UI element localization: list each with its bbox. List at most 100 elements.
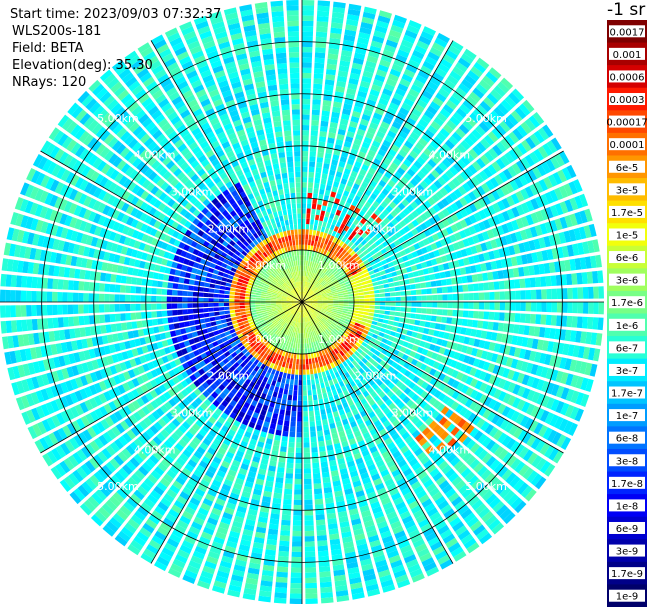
data-cell [302, 83, 311, 89]
data-cell [577, 302, 584, 314]
data-cell [311, 208, 316, 215]
data-cell [429, 322, 436, 329]
data-cell [419, 203, 428, 212]
data-cell [483, 292, 490, 300]
data-cell [472, 283, 479, 292]
data-cell [510, 110, 523, 123]
data-cell [328, 196, 335, 203]
data-cell [429, 101, 441, 111]
data-cell [335, 171, 343, 178]
data-cell [312, 94, 322, 100]
data-cell [323, 283, 328, 288]
data-cell [312, 363, 317, 369]
data-cell [303, 416, 309, 422]
data-cell [305, 364, 310, 370]
data-cell [323, 487, 333, 494]
data-cell [426, 308, 432, 315]
data-cell [364, 294, 370, 299]
data-cell [318, 136, 327, 143]
data-cell [291, 410, 297, 417]
data-cell [387, 221, 395, 229]
data-cell [342, 265, 348, 271]
data-cell [452, 302, 459, 309]
data-cell [302, 359, 306, 365]
data-cell [450, 40, 464, 52]
data-cell [397, 180, 406, 189]
data-cell [476, 104, 488, 116]
data-cell [332, 154, 340, 161]
data-cell [311, 379, 316, 385]
data-cell [281, 377, 286, 384]
data-cell [393, 58, 406, 68]
data-cell [310, 352, 314, 359]
data-cell [430, 154, 441, 165]
data-cell [388, 315, 395, 321]
data-cell [316, 204, 322, 211]
data-cell [524, 278, 531, 288]
data-cell [312, 472, 321, 479]
data-cell [318, 236, 323, 243]
data-cell [321, 173, 328, 180]
data-cell [313, 73, 324, 80]
data-cell [274, 592, 287, 599]
data-cell [287, 368, 292, 374]
data-cell [298, 380, 302, 386]
data-cell [313, 488, 323, 495]
data-cell [530, 313, 536, 324]
data-cell [416, 170, 426, 180]
data-cell [515, 302, 521, 311]
data-cell [587, 316, 594, 330]
data-cell [275, 477, 284, 484]
data-cell [293, 499, 302, 506]
data-cell [302, 208, 306, 214]
data-cell [296, 332, 299, 339]
data-cell [273, 492, 282, 499]
data-cell [320, 120, 329, 127]
data-cell [456, 143, 467, 154]
data-cell [296, 437, 302, 443]
data-cell [321, 115, 330, 122]
data-cell [372, 200, 380, 209]
data-cell [293, 504, 302, 511]
data-cell [293, 510, 302, 516]
data-cell [328, 229, 333, 236]
data-cell [341, 236, 348, 243]
data-cell [310, 256, 314, 262]
data-cell [415, 206, 424, 215]
data-cell [406, 182, 415, 191]
data-cell [426, 144, 437, 154]
data-cell [302, 249, 305, 256]
data-cell [347, 309, 354, 313]
data-cell [302, 46, 313, 53]
data-cell [303, 468, 311, 474]
data-cell [302, 291, 305, 297]
data-cell [324, 79, 335, 86]
data-cell [302, 31, 314, 37]
data-cell [582, 302, 589, 314]
data-cell [434, 165, 444, 175]
data-cell [436, 112, 448, 123]
data-cell [302, 10, 314, 16]
data-cell [302, 52, 313, 58]
data-cell [302, 203, 307, 209]
data-cell [423, 200, 432, 209]
data-cell [350, 187, 358, 195]
data-cell [320, 461, 329, 468]
data-cell [379, 288, 385, 293]
data-cell [303, 421, 309, 427]
data-cell [305, 294, 310, 299]
data-cell [303, 442, 310, 448]
data-cell [311, 114, 320, 121]
data-cell [303, 437, 310, 443]
data-cell [408, 88, 420, 98]
data-cell [292, 541, 302, 547]
data-cell [291, 551, 302, 558]
data-cell [304, 489, 313, 495]
data-cell [383, 217, 391, 225]
data-cell [334, 198, 341, 205]
data-cell [302, 72, 312, 79]
data-cell [305, 294, 310, 299]
data-cell [350, 267, 356, 273]
data-cell [337, 75, 348, 83]
data-cell [288, 436, 295, 443]
